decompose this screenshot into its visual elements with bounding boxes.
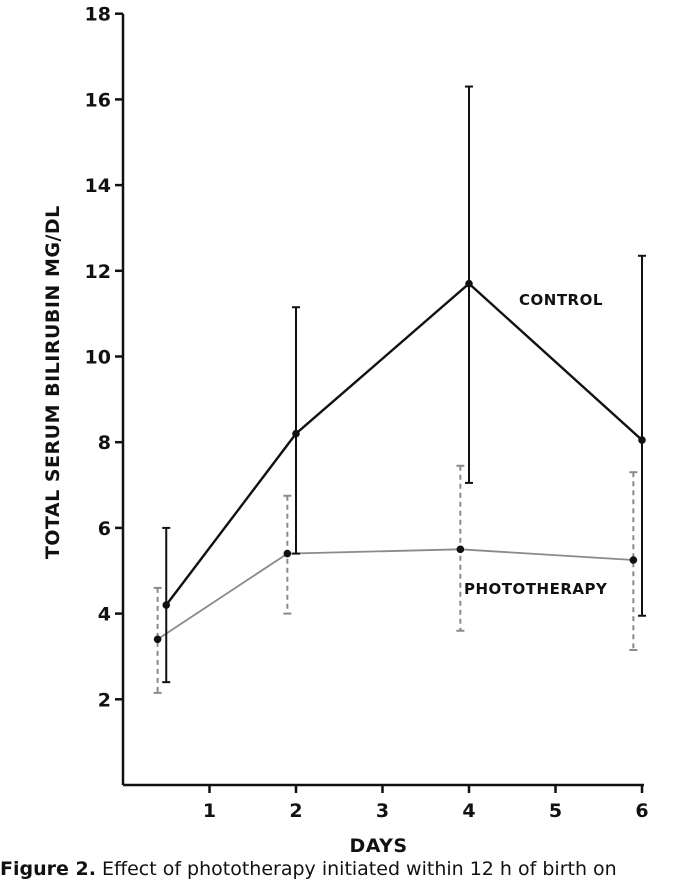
series-label-control: CONTROL (519, 291, 603, 309)
chart-series: CONTROL PHOTOTHERAPY (153, 85, 646, 694)
series-control (162, 85, 646, 684)
x-axis-label: DAYS (349, 835, 407, 856)
series-label-phototherapy: PHOTOTHERAPY (464, 580, 608, 598)
x-tick-label: 2 (289, 800, 302, 822)
y-tick-label: 6 (98, 518, 111, 540)
data-point-control (638, 436, 646, 444)
series-line-phototherapy (157, 548, 634, 641)
figure-caption: Figure 2. Effect of phototherapy initiat… (0, 858, 684, 880)
y-axis-label: TOTAL SERUM BILIRUBIN MG/DL (42, 205, 64, 559)
data-point-control (292, 429, 300, 438)
y-tick-label: 18 (85, 4, 111, 26)
y-tick-label: 2 (98, 689, 111, 711)
y-tick-label: 12 (85, 261, 111, 283)
x-tick-label: 3 (376, 800, 389, 822)
caption-label: Figure 2. (0, 858, 96, 880)
y-tick-label: 4 (98, 604, 111, 626)
x-tick-label: 4 (462, 800, 475, 822)
caption-text: Effect of phototherapy initiated within … (101, 858, 617, 880)
x-tick-label: 6 (635, 800, 648, 822)
x-tick-label: 1 (203, 800, 216, 822)
data-point-phototherapy (629, 556, 638, 564)
series-line-control (165, 282, 643, 606)
data-point-phototherapy (456, 545, 465, 554)
data-point-control (465, 279, 473, 288)
data-point-control (162, 601, 171, 609)
y-tick-label: 16 (85, 89, 111, 111)
series-phototherapy (153, 464, 638, 694)
y-tick-label: 10 (85, 347, 111, 369)
data-point-phototherapy (153, 635, 162, 644)
y-tick-label: 14 (85, 175, 111, 197)
chart-axes (121, 13, 644, 787)
data-point-phototherapy (283, 549, 292, 558)
x-tick-label: 5 (549, 800, 562, 822)
y-tick-label: 8 (98, 432, 111, 454)
